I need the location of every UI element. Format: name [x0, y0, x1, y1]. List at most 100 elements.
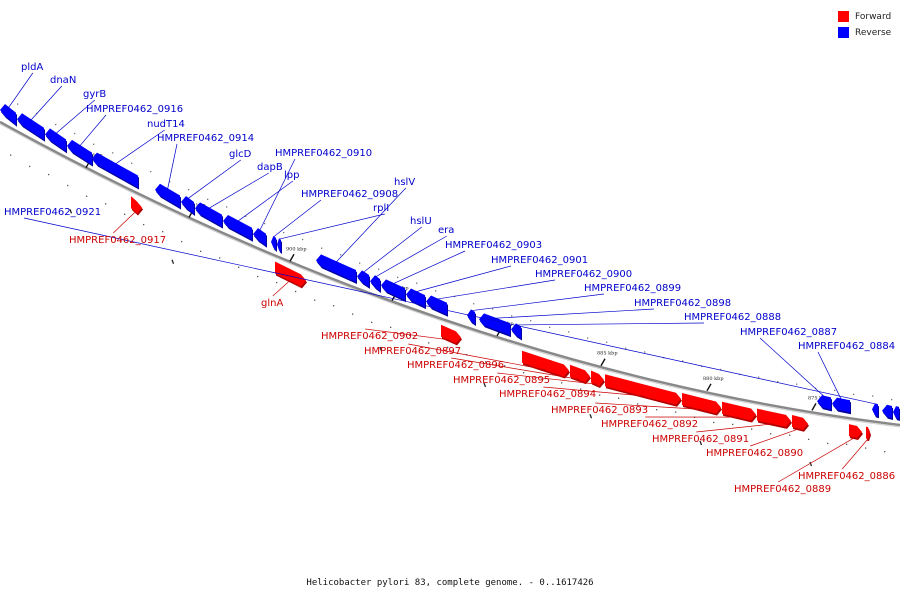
scale-tick: [600, 358, 606, 367]
gene-HMPREF0462_0891-forward: [757, 408, 791, 427]
leader-pldA: [7, 72, 34, 109]
tick-dot: [150, 170, 152, 173]
tick-dot: [891, 398, 893, 401]
tick-dot: [276, 281, 278, 284]
reverse-swatch-icon: [838, 27, 849, 38]
tick-dot: [872, 395, 874, 397]
tick-dot: [340, 254, 342, 256]
tick-dot: [181, 240, 183, 243]
tick-dots: [10, 103, 893, 467]
tick-dot: [67, 184, 69, 187]
gene-label-lpp: lpp: [284, 170, 299, 181]
gene-HMPREF0462_0914-reverse: [155, 183, 180, 208]
tick-dot: [162, 231, 164, 233]
gene-label-HMPREF0462_0901: HMPREF0462_0901: [491, 255, 588, 266]
tick-dot: [682, 360, 684, 362]
gene-HMPREF0462_0893-forward: [682, 393, 721, 414]
gene-label-era: era: [438, 225, 454, 236]
gene-label-HMPREF0462_0899: HMPREF0462_0899: [584, 283, 681, 294]
leader-dnaN: [30, 85, 63, 121]
gene-HMPREF0462_0908-reverse: [271, 235, 276, 250]
scale-tick-label: 900 kbp: [286, 246, 307, 252]
tick-dot: [846, 443, 848, 446]
tick-dot: [226, 206, 228, 208]
gene-label-dnaN: dnaN: [50, 75, 76, 86]
gene-label-HMPREF0462_0888: HMPREF0462_0888: [684, 312, 781, 323]
tick-dot: [530, 320, 532, 322]
gene-label-HMPREF0462_0889: HMPREF0462_0889: [734, 484, 831, 495]
scale-tick: [811, 403, 817, 411]
tick-dot: [644, 351, 646, 353]
tick-dot: [827, 442, 829, 445]
tick-dot: [758, 376, 760, 378]
gene-labels: pldA dnaN gyrB HMPREF0462_0916 nudT14 HMPREF0…: [4, 62, 895, 495]
gene-label-HMPREF0462_0894: HMPREF0462_0894: [499, 389, 596, 400]
gene-dapB-reverse: [195, 202, 222, 227]
gene-HMPREF0462_0892-forward: [722, 401, 756, 421]
gene-label-HMPREF0462_0914: HMPREF0462_0914: [157, 133, 254, 144]
gene-label-HMPREF0462_0908: HMPREF0462_0908: [301, 189, 398, 200]
tick-dot: [511, 315, 513, 317]
tick-dot: [371, 321, 373, 323]
leader-HMPREF0462_0902: [365, 328, 452, 341]
gene-HMPREF0462_0884-reverse: [832, 397, 850, 413]
leader-HMPREF0462_0886: [841, 438, 869, 470]
tick-dot: [504, 365, 506, 367]
legend-item-reverse[interactable]: Reverse: [838, 25, 898, 40]
gene-HMPREF0462_0897-forward: [522, 350, 569, 377]
tick-dot: [55, 123, 57, 126]
gene-label-glnA: glnA: [261, 298, 283, 309]
legend-item-forward[interactable]: Forward: [838, 9, 898, 24]
gene-label-HMPREF0462_0917: HMPREF0462_0917: [69, 235, 166, 246]
leader-HMPREF0462_0898: [494, 308, 655, 319]
minor-tick: [483, 382, 487, 388]
minor-tick: [69, 209, 73, 214]
tick-dot: [238, 266, 240, 268]
minor-tick: [809, 461, 813, 467]
tick-dot: [283, 231, 285, 234]
gene-label-rplI: rplI: [373, 203, 389, 214]
leader-HMPREF0462_0884: [817, 351, 842, 400]
gene-label-HMPREF0462_0891: HMPREF0462_0891: [652, 434, 749, 445]
leader-HMPREF0462_0889: [778, 436, 856, 483]
gene-HMPREF0462_0902-forward: [441, 324, 461, 344]
tick-dot: [93, 143, 95, 145]
gene-HMPREF0462_0899-reverse: [467, 309, 475, 325]
tick-dot: [796, 383, 798, 385]
tick-dot: [188, 188, 190, 191]
leader-hslU: [362, 226, 423, 273]
leader-glnA: [272, 279, 291, 297]
scale-tick-label: 905 kbp: [185, 202, 206, 208]
gene-label-nudT14: nudT14: [147, 119, 185, 130]
gene-label-glcD: glcD: [229, 149, 252, 160]
gene-label-HMPREF0462_0897: HMPREF0462_0897: [364, 346, 461, 357]
strand-legend: Forward Reverse: [838, 9, 898, 41]
leader-HMPREF0462_0888: [515, 322, 705, 326]
tick-dot: [333, 305, 335, 307]
gene-HMPREF0462_0903-reverse: [381, 279, 405, 301]
tick-dot: [302, 238, 304, 241]
tick-dot: [599, 394, 601, 396]
gene-gyrB-reverse: [45, 128, 66, 152]
gene-HMPREF0462_0888-reverse: [511, 323, 521, 339]
tick-dot: [853, 393, 855, 396]
tick-dot: [701, 365, 703, 368]
gene-HMPREF0462_0890-forward: [792, 415, 808, 430]
tick-dot: [17, 103, 19, 105]
gene-HMPREF0462_0889-forward: [849, 424, 862, 439]
leader-HMPREF0462_0914: [167, 143, 178, 190]
gene-nudT14-reverse: [92, 152, 138, 188]
leader-HMPREF0462_0890: [750, 428, 801, 447]
gene-rplI-reverse: [277, 238, 281, 253]
tick-dot: [656, 408, 658, 411]
tick-dot: [245, 215, 247, 217]
gene-HMPREF0462_0887-reverse: [817, 395, 831, 410]
scale-tick-label: 875 kbp: [808, 395, 829, 401]
tick-dot: [587, 337, 589, 339]
gene-HMPREF0462_0900-reverse: [426, 295, 447, 315]
tick-dot: [637, 403, 639, 405]
tick-dot: [473, 303, 475, 305]
tick-dot: [359, 262, 361, 264]
